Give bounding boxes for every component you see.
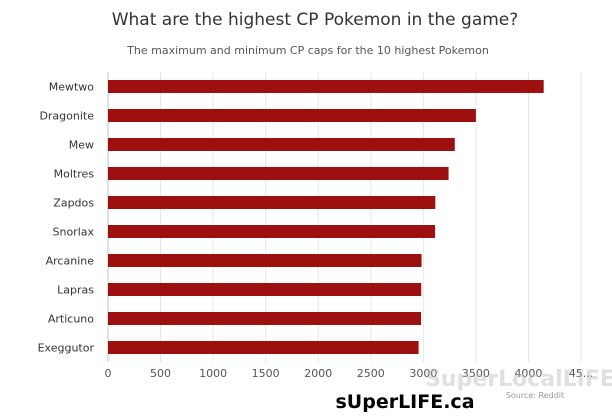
category-labels: Mewtwo Dragonite Mew Moltres Zapdos Snorlax Ar… bbox=[38, 81, 95, 355]
x-axis-ticks: 0 500 1000 1500 2000 2500 3000 3500 4000 45... bbox=[105, 367, 594, 380]
chart-subtitle: The maximum and minimum CP caps for the … bbox=[126, 44, 489, 57]
bar-lapras[interactable] bbox=[108, 283, 422, 296]
x-tick-label: 4000 bbox=[514, 367, 542, 380]
category-label: Mewtwo bbox=[49, 81, 95, 94]
category-label: Arcanine bbox=[46, 255, 95, 268]
category-label: Articuno bbox=[48, 313, 94, 326]
x-tick-label: 2000 bbox=[304, 367, 332, 380]
category-label: Mew bbox=[69, 139, 94, 152]
bar-dragonite[interactable] bbox=[108, 109, 476, 122]
bar-arcanine[interactable] bbox=[108, 254, 422, 267]
source-credit: Source: Reddit bbox=[506, 391, 564, 400]
x-tick-label: 2500 bbox=[357, 367, 385, 380]
category-label: Zapdos bbox=[53, 197, 94, 210]
site-name: sUperLIFE.ca bbox=[335, 391, 474, 413]
x-tick-label: 1500 bbox=[252, 367, 280, 380]
x-tick-label: 3000 bbox=[409, 367, 437, 380]
chart-title: What are the highest CP Pokemon in the g… bbox=[112, 10, 519, 30]
bar-articuno[interactable] bbox=[108, 312, 422, 325]
category-label: Exeggutor bbox=[38, 342, 95, 355]
category-label: Lapras bbox=[57, 284, 94, 297]
watermark-logo: SuperLocalLIFE bbox=[425, 367, 612, 392]
watermark-text: SuperLocalLIFE bbox=[425, 367, 612, 392]
bar-snorlax[interactable] bbox=[108, 225, 436, 238]
bar-exeggutor[interactable] bbox=[108, 341, 419, 354]
category-label: Dragonite bbox=[39, 110, 94, 123]
x-tick-label: 3500 bbox=[462, 367, 490, 380]
bar-mew[interactable] bbox=[108, 138, 455, 151]
category-label: Snorlax bbox=[52, 226, 94, 239]
bar-series bbox=[108, 80, 544, 354]
bar-mewtwo[interactable] bbox=[108, 80, 544, 93]
x-tick-label: 1000 bbox=[199, 367, 227, 380]
x-tick-label: 0 bbox=[105, 367, 112, 380]
category-label: Moltres bbox=[54, 168, 95, 181]
bar-moltres[interactable] bbox=[108, 167, 449, 180]
x-tick-label: 45... bbox=[569, 367, 594, 380]
x-tick-label: 500 bbox=[150, 367, 171, 380]
bar-zapdos[interactable] bbox=[108, 196, 436, 209]
